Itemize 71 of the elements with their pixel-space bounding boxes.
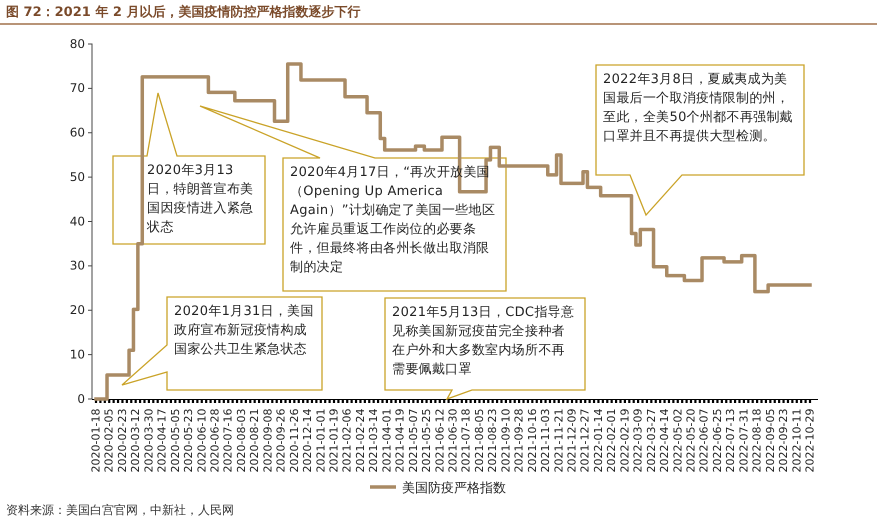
y-tick-label: 20 (70, 303, 85, 318)
x-tick-label: 2022-03-09 (632, 408, 645, 472)
x-tick-label: 2022-10-29 (804, 408, 816, 472)
x-tick-label: 2020-01-18 (90, 408, 102, 472)
x-tick-label: 2022-09-23 (777, 408, 790, 472)
x-tick-label: 2022-02-01 (605, 408, 618, 472)
x-tick-label: 2021-12-27 (578, 408, 592, 472)
y-tick-label: 70 (70, 81, 85, 96)
x-tick-label: 2022-03-27 (644, 408, 658, 472)
x-tick-label: 2020-06-10 (195, 408, 208, 472)
x-tick-label: 2020-09-08 (261, 408, 274, 472)
x-tick-label: 2020-09-26 (274, 408, 288, 472)
x-tick-label: 2020-07-16 (222, 408, 235, 472)
x-tick-label: 2020-08-03 (234, 408, 248, 472)
y-tick-label: 80 (70, 36, 85, 51)
y-tick-label: 60 (70, 126, 85, 140)
x-tick-label: 2020-02-23 (116, 408, 129, 472)
x-tick-label: 2022-06-25 (710, 408, 724, 472)
y-tick-label: 0 (77, 392, 85, 406)
annotation: 2022年3月8日，夏威夷成为美国最后一个取消疫情限制的州，至此，全美50个州都不再强制戴口罩并且不再提供大型检测。 (602, 71, 794, 146)
x-tick-label: 2022-09-05 (764, 408, 777, 472)
y-tick-label: 10 (70, 347, 85, 362)
x-tick-label: 2021-02-06 (340, 408, 354, 472)
x-tick-label: 2021-06-30 (446, 408, 460, 472)
x-tick-label: 2021-05-07 (406, 408, 420, 472)
x-tick-label: 2021-08-05 (472, 408, 486, 472)
x-tick-label: 2021-09-28 (512, 408, 526, 472)
x-tick-label: 2020-03-12 (129, 408, 142, 472)
x-tick-label: 2021-01-01 (314, 408, 328, 472)
x-tick-label: 2020-05-05 (168, 408, 182, 472)
x-tick-label: 2021-08-23 (486, 408, 500, 472)
x-tick-label: 2020-04-17 (156, 408, 169, 472)
x-tick-label: 2020-05-23 (182, 408, 196, 472)
x-tick-label: 2021-07-18 (460, 408, 473, 472)
x-tick-label: 2021-12-09 (566, 408, 578, 472)
y-tick-label: 30 (70, 258, 85, 273)
x-tick-label: 2021-10-16 (526, 408, 539, 472)
x-tick-label: 2021-09-10 (499, 408, 512, 472)
x-tick-label: 2022-01-14 (592, 408, 605, 472)
x-tick-label: 2021-03-14 (367, 408, 380, 472)
x-tick-label: 2021-06-12 (433, 408, 446, 472)
x-tick-label: 2021-02-24 (354, 408, 367, 472)
x-tick-label: 2021-11-21 (552, 408, 566, 472)
x-tick-label: 2022-10-11 (790, 408, 804, 472)
x-tick-label: 2020-02-05 (102, 408, 116, 472)
x-tick-label: 2021-04-01 (380, 408, 394, 472)
x-tick-label: 2022-05-02 (671, 408, 684, 472)
y-tick-label: 40 (70, 214, 85, 228)
x-tick-label: 2022-08-18 (750, 408, 764, 472)
annotation: 2020年3月13日，特朗普宣布美国因疫情进入紧急状态 (146, 162, 254, 237)
x-tick-label: 2022-05-20 (684, 408, 698, 472)
x-tick-label: 2020-11-26 (288, 408, 301, 472)
x-tick-label: 2022-02-19 (618, 408, 632, 472)
x-tick-label: 2022-06-07 (698, 408, 711, 472)
x-tick-label: 2022-07-13 (724, 408, 738, 472)
x-tick-label: 2020-08-21 (248, 408, 262, 472)
x-tick-label: 2021-01-19 (328, 408, 340, 472)
text: 资料来源：美国白宫官网，中新社，人民网 (6, 503, 234, 517)
x-tick-label: 2020-03-30 (142, 408, 156, 472)
x-tick-label: 2021-04-19 (394, 408, 407, 472)
x-tick-label: 2022-04-14 (658, 408, 672, 472)
chart-title: 图 72：2021 年 2 月以后，美国疫情防控严格指数逐步下行 (6, 4, 360, 20)
annotation: 2021年5月13日，CDC指导意见称美国新冠疫苗完全接种者在户外和大多数室内场所不再需要佩戴口罩 (391, 304, 576, 379)
annotation: 2020年1月31日，美国政府宣布新冠疫情构成国家公共卫生紧急状态 (173, 303, 315, 359)
y-tick-label: 50 (70, 170, 85, 184)
x-tick-label: 2020-12-14 (301, 408, 314, 472)
x-tick-label: 2020-06-28 (208, 408, 222, 472)
x-tick-label: 2022-07-31 (737, 408, 750, 472)
legend-label: 美国防疫严格指数 (402, 480, 506, 496)
x-tick-label: 2021-05-25 (420, 408, 434, 472)
x-tick-label: 2021-11-03 (539, 408, 552, 472)
